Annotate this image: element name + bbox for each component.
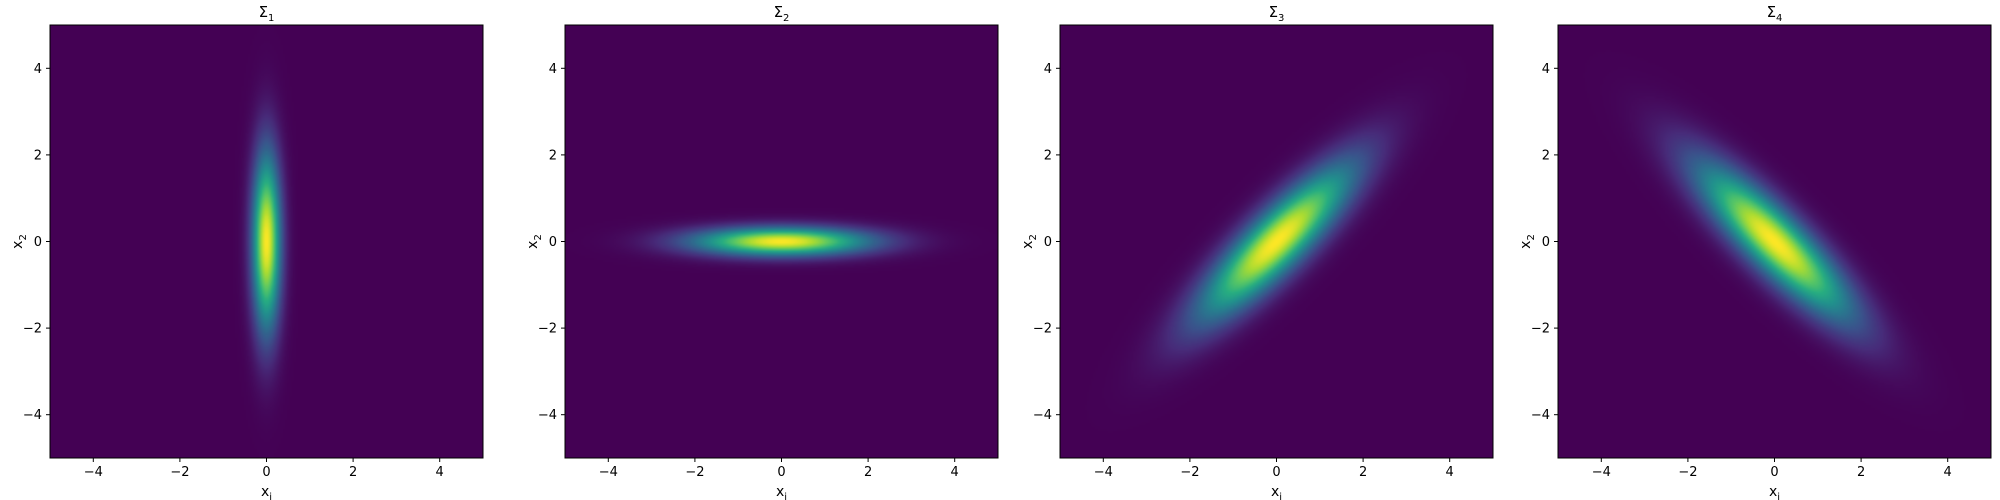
x-axis-label: xi [1271,484,1282,500]
y-tick-label: 0 [1044,235,1052,250]
chart-panel-1: −4 −2 0 2 4 −4 −2 0 2 4 Σ1 xi x2 [10,3,484,500]
y-tick-label: 2 [1044,148,1052,163]
y-tick-label: −2 [1033,322,1052,337]
x-tick-label: 2 [1359,465,1367,480]
y-tick-label: −4 [23,408,42,423]
x-tick-label: −4 [599,465,618,480]
x-tick-label: 4 [1944,465,1952,480]
y-tick-label: 2 [1542,148,1550,163]
x-tick-label: 0 [262,465,270,480]
y-axis-label: x2 [1518,234,1537,249]
density-heatmap [565,25,998,458]
y-tick-label: −4 [538,408,557,423]
x-tick-label: −2 [685,465,704,480]
y-tick-label: −2 [538,322,557,337]
x-tick-label: 2 [864,465,872,480]
chart-title: Σ4 [1767,3,1783,24]
x-tick-label: −4 [1094,465,1113,480]
y-tick-label: −2 [23,322,42,337]
density-heatmap [1060,25,1493,458]
x-tick-label: 4 [951,465,959,480]
y-tick-label: 4 [1044,62,1052,77]
y-axis-label: x2 [525,234,544,249]
x-axis-label: xi [261,484,272,500]
x-tick-label: 2 [1857,465,1865,480]
x-axis-label: xi [1769,484,1780,500]
x-tick-label: −2 [1180,465,1199,480]
x-tick-label: 0 [1770,465,1778,480]
chart-title: Σ2 [774,3,790,24]
x-tick-label: 2 [349,465,357,480]
y-tick-label: −4 [1531,408,1550,423]
x-tick-label: 0 [777,465,785,480]
chart-panel-2: −4 −2 0 2 4 −4 −2 0 2 4 Σ2 xi x2 [525,3,999,500]
x-tick-label: 4 [1446,465,1454,480]
y-tick-label: 4 [1542,62,1550,77]
y-tick-label: 2 [34,148,42,163]
x-tick-label: −2 [170,465,189,480]
y-axis-label: x2 [10,234,29,249]
x-tick-label: −4 [84,465,103,480]
y-tick-label: 2 [549,148,557,163]
chart-panel-3: −4 −2 0 2 4 −4 −2 0 2 4 Σ3 xi x2 [1020,3,1494,500]
y-tick-label: 4 [549,62,557,77]
y-tick-label: −4 [1033,408,1052,423]
density-heatmap [50,25,483,458]
chart-panel-4: −4 −2 0 2 4 −4 −2 0 2 4 Σ4 xi x2 [1518,3,1992,500]
x-axis-label: xi [776,484,787,500]
y-axis-label: x2 [1020,234,1039,249]
y-tick-label: −2 [1531,322,1550,337]
x-tick-label: −4 [1592,465,1611,480]
x-tick-label: −2 [1678,465,1697,480]
y-tick-label: 4 [34,62,42,77]
x-tick-label: 4 [436,465,444,480]
density-heatmap [1558,25,1991,458]
x-tick-label: 0 [1272,465,1280,480]
y-tick-label: 0 [1542,235,1550,250]
y-tick-label: 0 [549,235,557,250]
chart-title: Σ3 [1269,3,1285,24]
chart-title: Σ1 [259,3,275,24]
y-tick-label: 0 [34,235,42,250]
